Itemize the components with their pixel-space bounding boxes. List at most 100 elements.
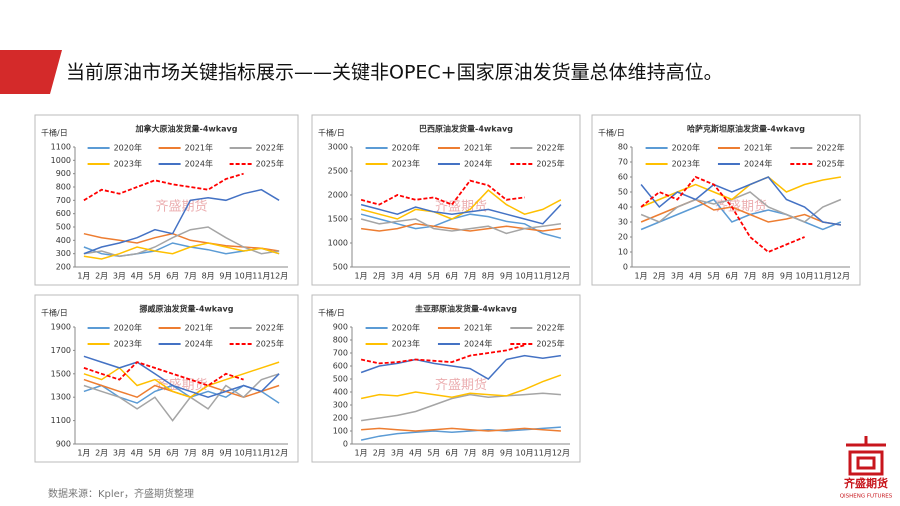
- x-tick-label: 3月: [113, 449, 126, 458]
- legend-label: 2023年: [114, 159, 142, 169]
- y-tick-label: 900: [333, 323, 348, 332]
- series-line: [360, 392, 561, 422]
- x-tick-label: 8月: [202, 272, 215, 281]
- legend-label: 2024年: [744, 159, 772, 169]
- y-tick-label: 20: [618, 233, 628, 242]
- y-tick-label: 500: [333, 263, 348, 272]
- series-line: [83, 232, 280, 252]
- x-tick-label: 2月: [373, 272, 386, 281]
- series-line: [360, 213, 562, 239]
- y-tick-label: 800: [56, 183, 71, 192]
- y-axis-label: 千桶/日: [318, 308, 345, 318]
- x-tick-label: 7月: [464, 272, 477, 281]
- series-line: [640, 191, 842, 223]
- x-tick-label: 5月: [427, 272, 440, 281]
- legend-label: 2022年: [536, 143, 564, 153]
- series-line: [83, 172, 244, 202]
- x-tick-label: 7月: [464, 449, 477, 458]
- y-tick-label: 60: [618, 173, 628, 182]
- x-tick-label: 5月: [148, 449, 161, 458]
- legend-label: 2025年: [256, 159, 284, 169]
- chart: 圭亚那原油发货量-4wkavg 千桶/日 0 100 200 300 400 500 600 70…: [311, 294, 581, 463]
- y-axis-label: 千桶/日: [598, 128, 625, 138]
- y-tick-label: 0: [343, 440, 348, 449]
- x-tick-label: 12月: [832, 272, 850, 281]
- x-tick-label: 5月: [427, 449, 440, 458]
- x-tick-label: 11月: [252, 272, 270, 281]
- y-tick-label: 700: [56, 196, 71, 205]
- x-tick-label: 3月: [391, 272, 404, 281]
- x-tick-label: 6月: [166, 449, 179, 458]
- x-tick-label: 1月: [77, 449, 90, 458]
- chart: 哈萨克斯坦原油发货量-4wkavg 千桶/日 0 10 20 30 40 50 60 70 80 1月…: [591, 114, 861, 286]
- series-line: [83, 242, 280, 260]
- legend-label: 2020年: [392, 143, 420, 153]
- y-tick-label: 2000: [328, 191, 348, 200]
- y-axis-label: 千桶/日: [41, 308, 68, 318]
- series-line: [360, 426, 561, 441]
- y-tick-label: 10: [618, 248, 628, 257]
- legend-label: 2021年: [185, 143, 213, 153]
- y-tick-label: 50: [618, 188, 628, 197]
- x-tick-label: 1月: [355, 272, 368, 281]
- source-note: 数据来源：Kpler，齐盛期货整理: [48, 487, 194, 500]
- y-tick-label: 1100: [51, 416, 71, 425]
- legend-label: 2025年: [536, 159, 564, 169]
- logo: 齐盛期货 QISHENG FUTURES: [840, 436, 893, 500]
- legend-label: 2025年: [536, 339, 564, 349]
- x-tick-label: 12月: [270, 272, 288, 281]
- chart-frame: [311, 114, 581, 286]
- legend-label: 2022年: [256, 143, 284, 153]
- x-tick-label: 6月: [166, 272, 179, 281]
- chart-frame: [34, 294, 299, 463]
- chart: 挪威原油发货量-4wkavg 千桶/日 900 1100 1300 1500 1700 190…: [34, 294, 299, 463]
- legend-label: 2024年: [464, 339, 492, 349]
- series-line: [83, 361, 244, 387]
- chart-frame: [311, 294, 581, 463]
- legend-label: 2020年: [392, 323, 420, 333]
- series-line: [360, 344, 525, 365]
- chart-frame: [34, 114, 299, 286]
- x-tick-label: 7月: [184, 272, 197, 281]
- x-tick-label: 9月: [500, 449, 513, 458]
- y-tick-label: 200: [56, 263, 71, 272]
- x-tick-label: 4月: [409, 449, 422, 458]
- chart: 巴西原油发货量-4wkavg 千桶/日 500 1000 1500 2000 2500 300…: [311, 114, 581, 286]
- legend-label: 2021年: [464, 143, 492, 153]
- y-tick-label: 1900: [51, 323, 71, 332]
- y-tick-label: 500: [56, 223, 71, 232]
- x-tick-label: 9月: [780, 272, 793, 281]
- x-tick-label: 11月: [534, 272, 552, 281]
- series-line: [360, 203, 562, 225]
- x-tick-label: 10月: [515, 449, 533, 458]
- series-line: [83, 188, 280, 255]
- legend-label: 2022年: [256, 323, 284, 333]
- y-tick-label: 70: [618, 158, 628, 167]
- series-line: [83, 373, 280, 422]
- x-tick-label: 3月: [671, 272, 684, 281]
- y-tick-label: 1700: [51, 346, 71, 355]
- x-tick-label: 4月: [131, 449, 144, 458]
- slide-title: 当前原油市场关键指标展示——关键非OPEC+国家原油发货量总体维持高位。: [66, 62, 723, 84]
- y-tick-label: 500: [333, 375, 348, 384]
- x-tick-label: 5月: [148, 272, 161, 281]
- chart-title: 加拿大原油发货量-4wkavg: [135, 124, 238, 134]
- x-tick-label: 12月: [552, 449, 570, 458]
- y-tick-label: 80: [618, 143, 628, 152]
- x-tick-label: 8月: [762, 272, 775, 281]
- legend-label: 2024年: [185, 159, 213, 169]
- y-tick-label: 900: [56, 440, 71, 449]
- legend-label: 2023年: [392, 339, 420, 349]
- y-tick-label: 3000: [328, 143, 348, 152]
- title-accent: [0, 50, 62, 94]
- chart-title: 巴西原油发货量-4wkavg: [419, 124, 513, 134]
- y-tick-label: 700: [333, 349, 348, 358]
- watermark: 齐盛期货: [435, 377, 487, 393]
- x-tick-label: 10月: [235, 272, 253, 281]
- x-tick-label: 3月: [391, 449, 404, 458]
- x-tick-label: 9月: [219, 272, 232, 281]
- x-tick-label: 6月: [445, 449, 458, 458]
- x-tick-label: 10月: [235, 449, 253, 458]
